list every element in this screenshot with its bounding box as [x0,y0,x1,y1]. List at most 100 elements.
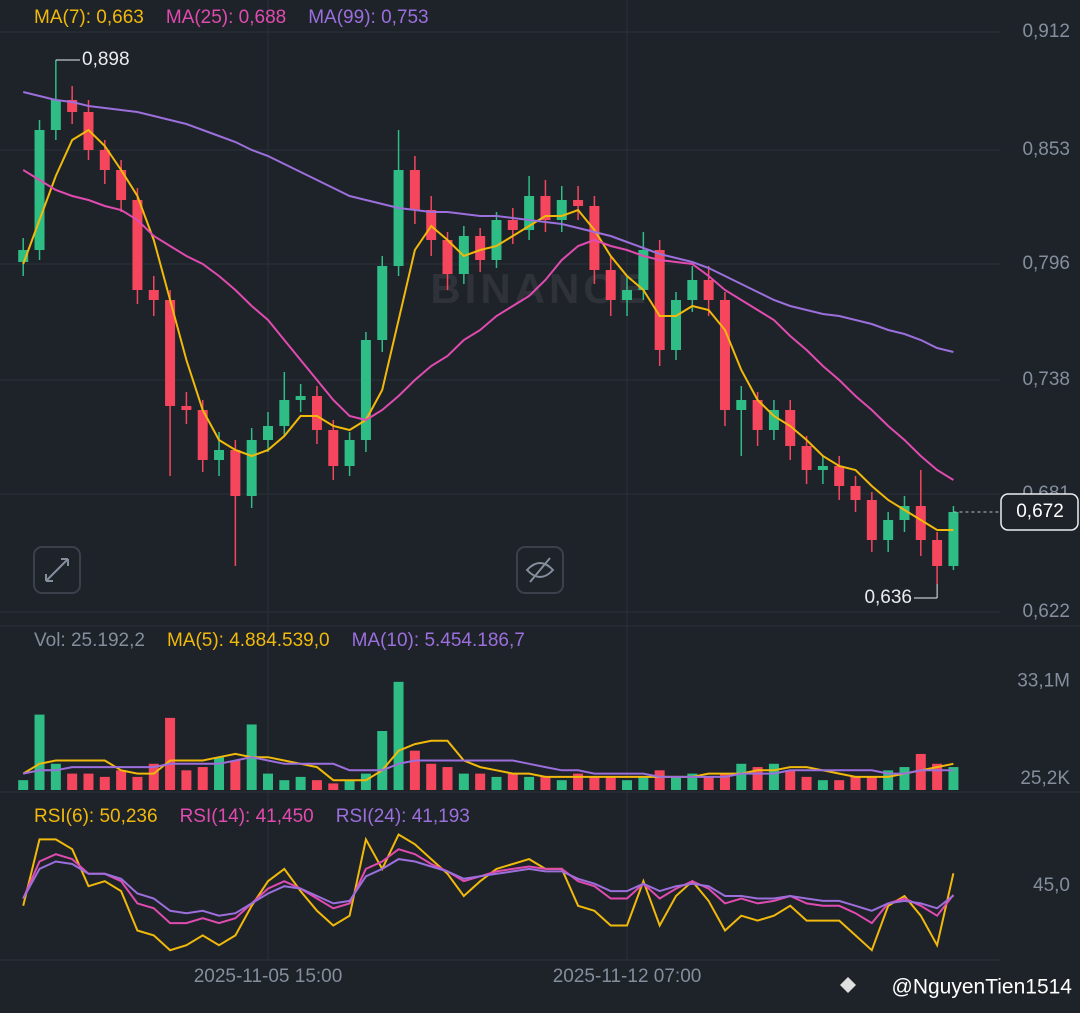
candle-body [246,440,257,496]
volume-bar [768,763,779,790]
volume-bar [540,776,551,790]
legend-entry: MA(5): 4.884.539,0 [167,630,330,651]
volume-bar [524,776,535,790]
volume-bar [83,773,94,790]
volume-bar [214,757,225,790]
volume-bar [279,780,290,790]
candle-body [491,220,502,260]
volume-bar [263,773,273,790]
high-marker-label: 0,898 [82,49,130,70]
volume-bar [687,773,698,790]
y-tick-label: 45,0 [1033,875,1070,896]
volume-bar [491,776,502,790]
legend-entry: RSI(24): 41,193 [336,806,470,827]
volume-bar [344,780,355,790]
volume-bar [736,763,747,790]
candle-body [116,170,127,200]
candle-body [295,396,306,400]
candle-body [50,100,61,130]
legend-entry: Vol: 25.192,2 [34,630,145,651]
y-tick-label: 25,2K [1020,768,1070,789]
candle-body [18,250,29,262]
volume-bar [589,776,600,790]
candle-body [687,280,698,300]
volume-bar [703,776,714,790]
legend-entry: MA(7): 0,663 [34,7,144,28]
candle-body [34,130,45,250]
volume-bar [67,773,78,790]
volume-bar [622,780,633,790]
volume-bar [948,767,959,790]
footer-user: @NguyenTien1514 [892,976,1073,999]
rsi-line [22,848,955,925]
candle-body [834,466,845,486]
candle-body [507,220,518,230]
candle-body [360,340,371,440]
candle-body [719,300,730,410]
candle-body [148,290,159,300]
volume-bar [148,763,159,790]
candle-body [475,236,486,260]
candle-body [785,410,796,446]
legend-entry: RSI(6): 50,236 [34,806,158,827]
volume-bar [654,770,665,790]
volume-bar [573,773,584,790]
candle-body [67,100,78,112]
legend-entry: RSI(14): 41,450 [180,806,314,827]
volume-bar [850,776,861,790]
volume-bar [18,780,29,790]
candle-body [768,410,779,430]
candle-body [654,250,665,350]
volume-bar [817,780,828,790]
candle-body [703,280,714,300]
candle-body [899,506,910,520]
volume-bar [932,763,943,790]
volume-bar [181,770,192,790]
volume-bar [605,776,616,790]
candle-body [736,400,747,410]
ma-line [22,91,954,353]
legend-entry: MA(99): 0,753 [308,7,428,28]
candle-body [311,396,322,430]
candle-body [850,486,861,500]
volume-bar [360,773,371,790]
volume-bar [638,776,649,790]
candle-body [377,266,388,340]
candle-body [328,430,339,466]
volume-bar [915,753,926,790]
candle-body [638,250,649,290]
hide-button[interactable] [516,546,564,594]
candle-body [263,426,273,440]
y-tick-label: 0,622 [1022,601,1070,622]
volume-bar [328,783,339,790]
low-marker-label: 0,636 [864,587,912,608]
x-tick-label: 2025-11-12 07:00 [553,966,702,987]
candle-body [230,450,241,496]
volume-bar [116,770,127,790]
volume-bar [883,770,894,790]
candle-body [948,512,959,566]
volume-bar [230,760,241,790]
volume-bar [785,770,796,790]
candle-body [132,200,143,290]
volume-bar [393,681,404,790]
candle-body [915,506,926,540]
candle-body [932,540,943,566]
candle-body [589,206,600,270]
volume-bar [197,767,208,790]
rsi-line [22,858,955,917]
last-price-box [1000,493,1079,531]
legend-entry: MA(25): 0,688 [166,7,286,28]
last-price-label: 0,672 [1016,501,1064,522]
volume-bar [834,780,845,790]
ma-line [22,128,954,531]
volume-bar [426,763,437,790]
volume-bar [311,780,322,790]
y-tick-label: 0,853 [1022,139,1070,160]
candle-body [622,290,633,300]
expand-button[interactable] [33,546,81,594]
candle-body [817,466,828,470]
y-tick-label: 0,738 [1022,369,1070,390]
